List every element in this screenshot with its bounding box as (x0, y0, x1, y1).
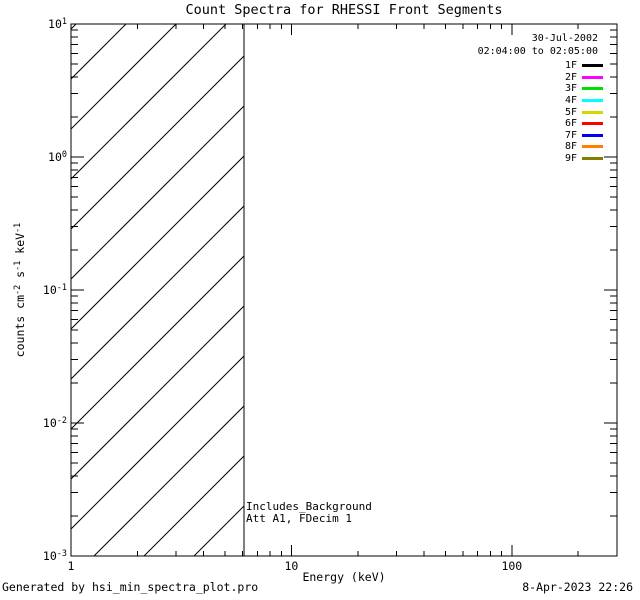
legend-color-line (582, 145, 603, 149)
legend-entry-label: 8F (564, 141, 577, 153)
legend-date: 30-Jul-2002 (531, 33, 598, 44)
legend-entry-label: 4F (564, 94, 577, 106)
legend-color-line (582, 122, 603, 126)
x-tick-label: 10 (284, 559, 299, 573)
legend-entry-1F: 1F (565, 60, 603, 71)
legend-entry-3F: 3F (565, 83, 603, 94)
legend-time-range: 02:04:00 to 02:05:00 (477, 46, 598, 57)
legend-entry-label: 9F (564, 153, 577, 165)
legend-entry-2F: 2F (565, 72, 603, 83)
y-tick-label: 100 (48, 149, 67, 165)
y-tick-label: 101 (48, 16, 67, 32)
legend-entry-label: 6F (564, 118, 577, 130)
y-tick-label: 10-3 (42, 548, 67, 564)
legend-color-line (582, 133, 603, 137)
y-axis-label: counts cm-2 s-1 keV-1 (12, 222, 28, 358)
legend-color-line (582, 98, 603, 102)
legend-entry-label: 5F (564, 106, 577, 118)
legend-color-line (582, 87, 603, 91)
legend-entry-label: 1F (564, 60, 577, 71)
x-tick-label: 1 (67, 559, 75, 573)
annotation-includes-background: Includes_Background (246, 500, 372, 513)
legend-color-line (582, 64, 603, 67)
legend-color-line (582, 75, 603, 79)
legend-entry-5F: 5F (565, 107, 603, 118)
legend-color-line (582, 157, 603, 161)
legend-color-line (582, 110, 603, 114)
y-tick-label: 10-2 (42, 415, 67, 431)
legend-entry-label: 3F (564, 83, 577, 95)
legend-entry-8F: 8F (565, 141, 603, 152)
legend-entry-label: 7F (564, 129, 577, 141)
legend-entry-4F: 4F (565, 95, 603, 106)
legend-entry-7F: 7F (565, 130, 603, 141)
x-axis-label: Energy (keV) (302, 570, 386, 584)
x-tick-label: 100 (501, 559, 523, 573)
y-tick-label: 10-1 (42, 282, 67, 298)
plot-frame (70, 23, 618, 557)
legend-entry-9F: 9F (565, 153, 603, 164)
legend-entry-6F: 6F (565, 118, 603, 129)
axis-ticks (70, 23, 617, 557)
plot-title: Count Spectra for RHESSI Front Segments (185, 2, 503, 18)
annotation-attenuator-state: Att A1, FDecim 1 (246, 511, 352, 525)
legend-entry-label: 2F (564, 71, 577, 83)
render-timestamp: 8-Apr-2023 22:26 (522, 580, 633, 594)
hatched-region (71, 24, 245, 556)
plot-annotations: Includes_Background Att A1, FDecim 1 (246, 501, 372, 524)
generated-by-text: Generated by hsi_min_spectra_plot.pro (2, 580, 259, 594)
